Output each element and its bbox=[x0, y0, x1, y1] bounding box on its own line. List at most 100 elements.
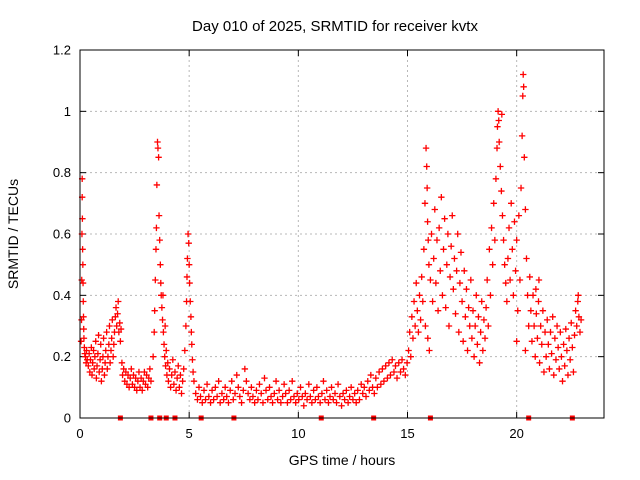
data-point-marker bbox=[478, 298, 485, 305]
data-point-marker bbox=[422, 322, 429, 330]
data-point-marker bbox=[540, 368, 548, 376]
data-point-marker bbox=[425, 261, 433, 268]
data-point-marker bbox=[100, 335, 107, 342]
data-point-marker bbox=[166, 365, 173, 373]
data-point-marker bbox=[295, 396, 302, 403]
data-point-marker bbox=[186, 279, 193, 287]
data-point-marker bbox=[425, 236, 432, 244]
data-point-marker bbox=[258, 390, 265, 397]
data-point-marker bbox=[548, 350, 555, 357]
data-point-marker bbox=[366, 387, 373, 394]
data-point-marker bbox=[170, 381, 178, 388]
data-point-marker bbox=[321, 396, 329, 403]
data-point-marker bbox=[400, 365, 407, 373]
data-point-marker bbox=[438, 194, 445, 201]
data-point-marker bbox=[522, 347, 529, 354]
data-point-marker bbox=[535, 298, 542, 305]
data-point-marker bbox=[481, 335, 489, 342]
data-point-marker bbox=[498, 187, 505, 195]
data-point-marker bbox=[310, 387, 317, 394]
data-point-marker bbox=[79, 279, 87, 287]
data-point-marker bbox=[474, 341, 481, 348]
data-point-marker bbox=[303, 396, 311, 403]
data-point-marker bbox=[402, 371, 409, 379]
data-point-marker bbox=[520, 83, 527, 90]
data-point-marker bbox=[496, 138, 503, 146]
data-point-marker bbox=[323, 387, 330, 394]
data-point-marker bbox=[406, 328, 413, 336]
data-point-marker bbox=[428, 230, 435, 238]
data-point-marker bbox=[521, 154, 528, 161]
data-point-marker bbox=[184, 230, 192, 238]
data-point-marker bbox=[493, 144, 501, 152]
data-point-marker bbox=[218, 390, 226, 397]
data-point-marker bbox=[338, 402, 345, 409]
data-point-marker bbox=[498, 111, 506, 118]
data-point-marker bbox=[116, 319, 123, 327]
data-point-marker bbox=[153, 181, 161, 189]
data-point-marker bbox=[470, 353, 478, 360]
data-point-marker bbox=[188, 328, 195, 336]
plot-border bbox=[79, 49, 605, 419]
data-point-marker bbox=[254, 396, 262, 403]
data-point-marker bbox=[432, 279, 440, 287]
data-point-marker bbox=[407, 353, 414, 360]
data-point-marker bbox=[313, 384, 321, 391]
data-point-marker bbox=[514, 307, 521, 314]
data-point-marker bbox=[279, 393, 286, 400]
data-point-marker bbox=[315, 393, 322, 400]
data-point-marker bbox=[307, 393, 314, 400]
data-point-marker bbox=[152, 246, 160, 253]
data-point-marker bbox=[435, 224, 443, 232]
data-point-marker bbox=[101, 371, 108, 379]
data-point-marker bbox=[158, 304, 166, 311]
data-point-marker bbox=[241, 365, 249, 373]
data-point-marker bbox=[109, 353, 117, 360]
data-point-marker bbox=[117, 338, 124, 345]
data-point-marker bbox=[320, 378, 327, 385]
data-point-marker bbox=[456, 279, 464, 287]
data-point-marker bbox=[330, 396, 337, 403]
data-point-marker bbox=[459, 338, 467, 345]
data-point-marker bbox=[513, 338, 520, 345]
data-point-marker bbox=[94, 350, 102, 357]
data-point-marker bbox=[455, 328, 463, 336]
data-point-marker bbox=[195, 384, 203, 391]
data-point-marker bbox=[482, 304, 490, 311]
data-point-marker bbox=[541, 328, 549, 336]
data-point-marker bbox=[375, 368, 383, 376]
data-point-marker bbox=[349, 396, 357, 403]
data-point-marker bbox=[318, 390, 326, 397]
data-point-marker bbox=[410, 298, 418, 305]
data-point-marker bbox=[354, 387, 361, 394]
data-point-marker bbox=[149, 353, 157, 360]
data-point-marker bbox=[480, 316, 488, 324]
data-point-marker bbox=[352, 399, 360, 406]
data-point-marker bbox=[292, 399, 299, 406]
data-point-marker bbox=[447, 243, 455, 250]
data-point-marker bbox=[228, 378, 235, 385]
data-point-marker bbox=[202, 396, 209, 403]
data-point-marker bbox=[168, 371, 175, 379]
data-point-marker bbox=[416, 292, 423, 299]
data-point-marker bbox=[280, 381, 288, 388]
data-point-marker bbox=[424, 335, 432, 342]
data-point-marker bbox=[212, 384, 219, 391]
data-point-marker bbox=[476, 359, 483, 366]
data-point-marker bbox=[215, 378, 222, 385]
data-point-marker bbox=[96, 368, 103, 376]
data-point-marker bbox=[519, 92, 526, 100]
data-point-marker bbox=[356, 396, 363, 403]
data-point-marker bbox=[556, 365, 563, 373]
data-point-marker bbox=[251, 399, 258, 406]
data-point-marker bbox=[236, 393, 244, 400]
data-point-marker bbox=[316, 399, 324, 406]
axis-layer: 0 5 10 15 20 0 0.2 0.4 0.6 0.8 1 1.2 bbox=[53, 43, 604, 441]
data-point-marker bbox=[517, 184, 525, 192]
data-point-marker bbox=[253, 387, 260, 394]
data-point-marker bbox=[154, 144, 162, 152]
data-point-marker bbox=[275, 387, 283, 394]
data-point-marker bbox=[574, 298, 581, 305]
